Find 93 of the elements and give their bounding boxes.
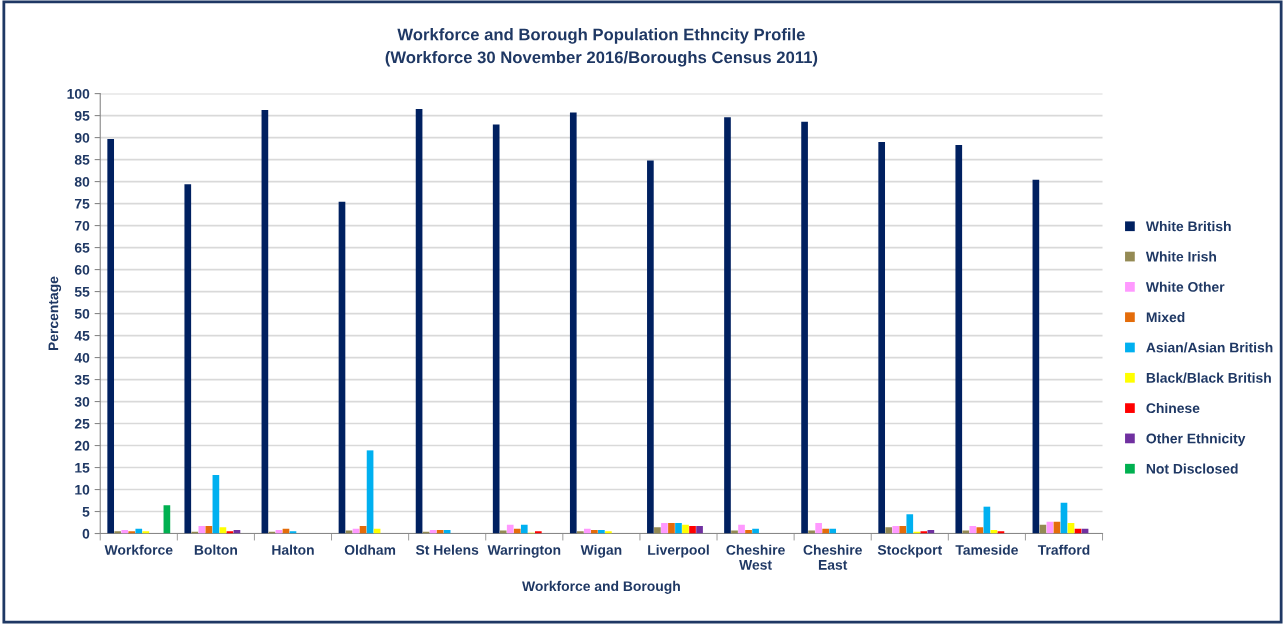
bar [668, 522, 675, 534]
bar [801, 121, 808, 534]
bar [492, 124, 500, 534]
bar [114, 531, 122, 534]
y-tick-label: 90 [74, 132, 90, 143]
y-tick-label: 70 [74, 220, 90, 231]
x-tick-label: Halton [272, 544, 314, 555]
bar [969, 526, 977, 534]
x-tick-label: Warrington [487, 544, 561, 558]
bar [142, 531, 150, 534]
x-tick-label: Liverpool [648, 544, 709, 558]
bar [906, 514, 914, 534]
x-tick-label: Wigan [580, 544, 622, 558]
bar [443, 530, 451, 534]
bar [261, 109, 269, 534]
bar [885, 527, 893, 534]
y-tick-label: 60 [74, 264, 90, 275]
legend-label: Black/Black British [1146, 372, 1271, 383]
bar [569, 112, 577, 534]
y-tick-label: 45 [74, 331, 90, 341]
legend-label: White Irish [1145, 251, 1217, 262]
bar [184, 184, 192, 534]
bar [121, 530, 129, 534]
y-tick-label: 25 [74, 418, 90, 429]
y-tick-label: 20 [74, 440, 90, 451]
bar [128, 531, 136, 534]
bar [815, 522, 822, 534]
y-tick-label: 75 [74, 199, 90, 209]
y-tick-label: 100 [67, 88, 90, 99]
bar [808, 530, 815, 534]
legend-label: Mixed [1146, 311, 1185, 323]
x-tick-label: Cheshire East [803, 544, 862, 570]
legend-label: Not Disclosed [1146, 463, 1238, 474]
bar [534, 531, 542, 534]
bar [682, 524, 689, 534]
y-tick-label: 15 [75, 463, 90, 473]
x-tick-label: Bolton [194, 544, 237, 555]
y-tick-label: 95 [74, 110, 90, 121]
x-tick-label: Trafford [1037, 544, 1090, 555]
legend-label: Other Ethnicity [1146, 433, 1246, 447]
bar [745, 530, 752, 534]
y-tick-label: 85 [74, 154, 90, 165]
bar [647, 160, 654, 534]
bar [499, 530, 507, 534]
bar [899, 526, 907, 534]
bar [689, 526, 696, 534]
x-tick-label: Cheshire West [726, 544, 785, 570]
bar [605, 531, 612, 534]
bar [366, 450, 374, 534]
bar [598, 530, 605, 534]
y-tick-label: 30 [74, 396, 90, 407]
bar [520, 524, 528, 534]
bar [591, 530, 598, 534]
bar [1032, 179, 1040, 534]
bar [107, 138, 115, 534]
y-axis-title: Percentage [48, 276, 62, 351]
x-tick-label: St Helens [415, 544, 479, 555]
y-tick-label: 80 [74, 176, 90, 187]
x-tick-label: Workforce [104, 544, 173, 555]
bar [675, 522, 682, 534]
y-tick-label: 65 [74, 242, 90, 253]
y-tick-label: 10 [75, 484, 90, 495]
bar [415, 109, 423, 534]
x-tick-label: Stockport [877, 544, 943, 558]
legend-label: Chinese [1146, 402, 1200, 414]
bar [738, 524, 745, 534]
bar [920, 531, 928, 534]
x-tick-label: Tameside [955, 544, 1018, 555]
legend-label: White Other [1145, 281, 1225, 292]
bar [962, 530, 970, 534]
x-axis-title: Workforce and Borough [522, 580, 680, 594]
x-tick-label: Oldham [344, 544, 396, 555]
bar [878, 141, 886, 534]
bar [955, 145, 963, 534]
legend-label: Asian/Asian British [1146, 342, 1273, 353]
legend-label: White British [1145, 221, 1231, 232]
y-tick-label: 35 [74, 374, 90, 385]
bar [696, 526, 703, 534]
bar [654, 527, 661, 534]
bar [724, 117, 731, 534]
chart-title: Workforce and Borough Population Ethncity Profile (Workforce 30 November 2016/Boroughs Census 2011) [385, 28, 818, 67]
bar [731, 530, 738, 534]
bar [198, 526, 206, 534]
y-tick-label: 0 [82, 528, 90, 539]
y-tick-label: 55 [74, 287, 90, 297]
bar [506, 524, 514, 534]
y-tick-label: 50 [74, 308, 90, 319]
bar [892, 526, 900, 534]
bar [338, 201, 346, 534]
y-tick-label: 40 [74, 352, 90, 363]
bar [576, 531, 584, 534]
bar [661, 522, 668, 534]
y-tick-label: 5 [82, 507, 90, 517]
